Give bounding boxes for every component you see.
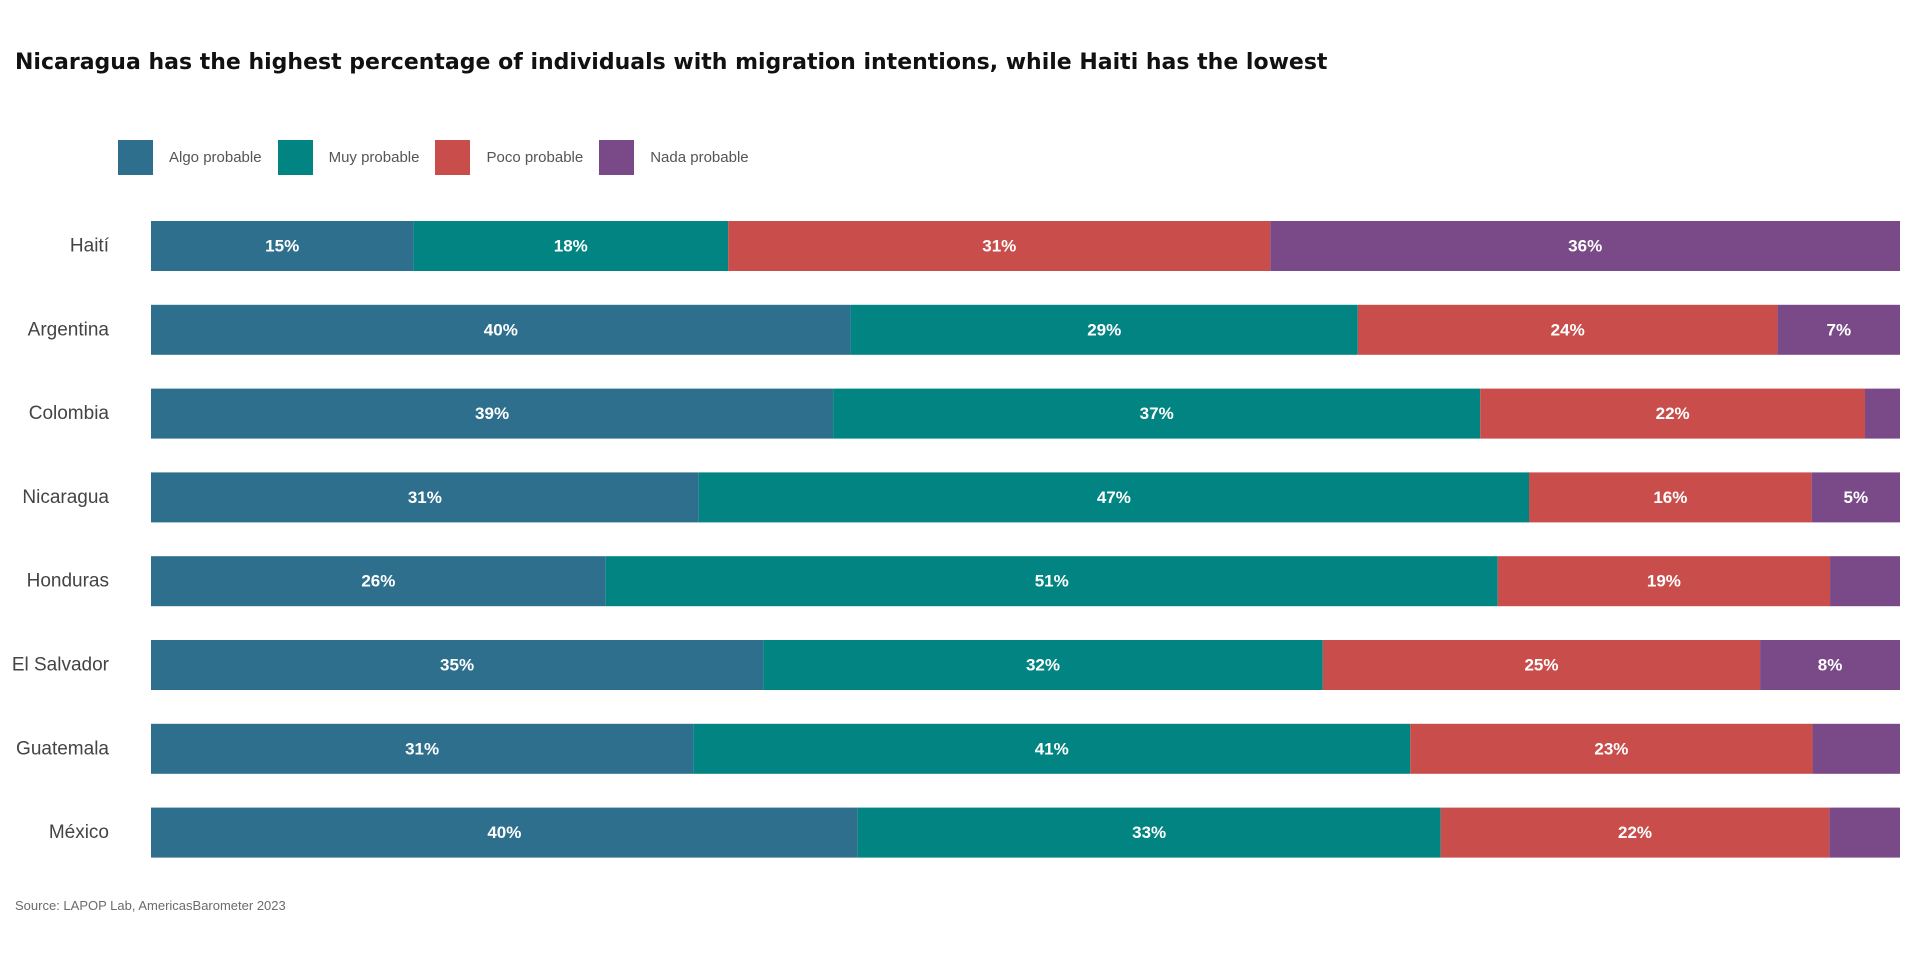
chart-legend: Algo probable Muy probable Poco probable Na… [118,140,765,175]
bar-segment [1529,472,1812,523]
data-label: 31% [405,739,439,758]
bar-segment [1357,304,1778,355]
legend-swatch [118,140,153,175]
data-label: 39% [475,404,509,423]
data-label: 33% [1132,823,1166,842]
bar-segment [1829,807,1900,858]
category-label: Nicaragua [22,487,109,508]
bar-segment [151,221,414,271]
bar-segment [1270,221,1900,271]
bar-segment [763,640,1323,690]
bar-segment [151,640,764,690]
legend-swatch [599,140,635,175]
bar-segment [1410,723,1813,774]
legend-label: Algo probable [169,149,262,166]
bar-segment [1440,807,1830,858]
bar-segment [1865,388,1900,439]
data-label: 24% [1551,320,1585,339]
data-label: 31% [982,237,1016,256]
legend-label: Nada probable [650,149,749,166]
category-label: México [49,822,109,843]
bar-segment [151,304,851,355]
category-label: Argentina [28,319,110,340]
data-label: 25% [1524,656,1558,675]
data-label: 15% [265,237,299,256]
legend-item: Nada probable [599,140,749,175]
category-label: El Salvador [12,655,110,676]
data-label: 8% [1818,656,1843,675]
bar-segment [151,556,606,607]
data-label: 47% [1097,488,1131,507]
data-label: 40% [484,320,518,339]
bar-segment [1812,723,1900,774]
bar-segment [1830,556,1900,607]
legend-label: Muy probable [328,149,420,166]
data-label: 22% [1656,404,1690,423]
data-label: 35% [440,656,474,675]
bar-segment [857,807,1441,858]
data-label: 32% [1026,656,1060,675]
data-label: 7% [1826,320,1851,339]
data-label: 18% [554,237,588,256]
bar-segment [693,723,1411,774]
category-label: Haití [70,236,110,257]
bar-segment [151,388,834,439]
bar-segment [605,556,1498,607]
data-label: 40% [487,823,521,842]
data-label: 31% [408,488,442,507]
bar-segment [1777,304,1900,355]
category-label: Colombia [29,403,110,424]
bar-segment [728,221,1271,271]
data-label: 51% [1035,572,1069,591]
category-label: Guatemala [16,738,109,759]
bar-segment [1480,388,1866,439]
data-label: 36% [1568,237,1602,256]
legend-item: Algo probable [118,140,262,175]
bar-segment [413,221,729,271]
legend-label: Poco probable [486,149,584,166]
data-label: 26% [361,572,395,591]
bar-segment [1322,640,1761,690]
bar-segment [151,807,858,858]
data-label: 19% [1647,572,1681,591]
bar-segment [151,472,699,523]
bar-segment [1497,556,1831,607]
bar-segment [698,472,1529,523]
category-label: Honduras [27,571,109,592]
bar-segment [833,388,1481,439]
legend-item: Muy probable [277,140,420,175]
bar-segment [1811,472,1900,523]
data-label: 22% [1618,823,1652,842]
bar-segment [850,304,1358,355]
bar-segment [1760,640,1900,690]
data-label: 16% [1653,488,1687,507]
data-label: 29% [1087,320,1121,339]
data-label: 37% [1140,404,1174,423]
data-label: 41% [1035,739,1069,758]
chart-title: Nicaragua has the highest percentage of … [15,50,1328,75]
data-label: 23% [1594,739,1628,758]
legend-item: Poco probable [435,140,583,175]
source-note: Source: LAPOP Lab, AmericasBarometer 202… [15,898,286,913]
legend-swatch [277,140,313,175]
bar-segment [151,723,694,774]
legend-swatch [435,140,471,175]
data-label: 5% [1844,488,1869,507]
